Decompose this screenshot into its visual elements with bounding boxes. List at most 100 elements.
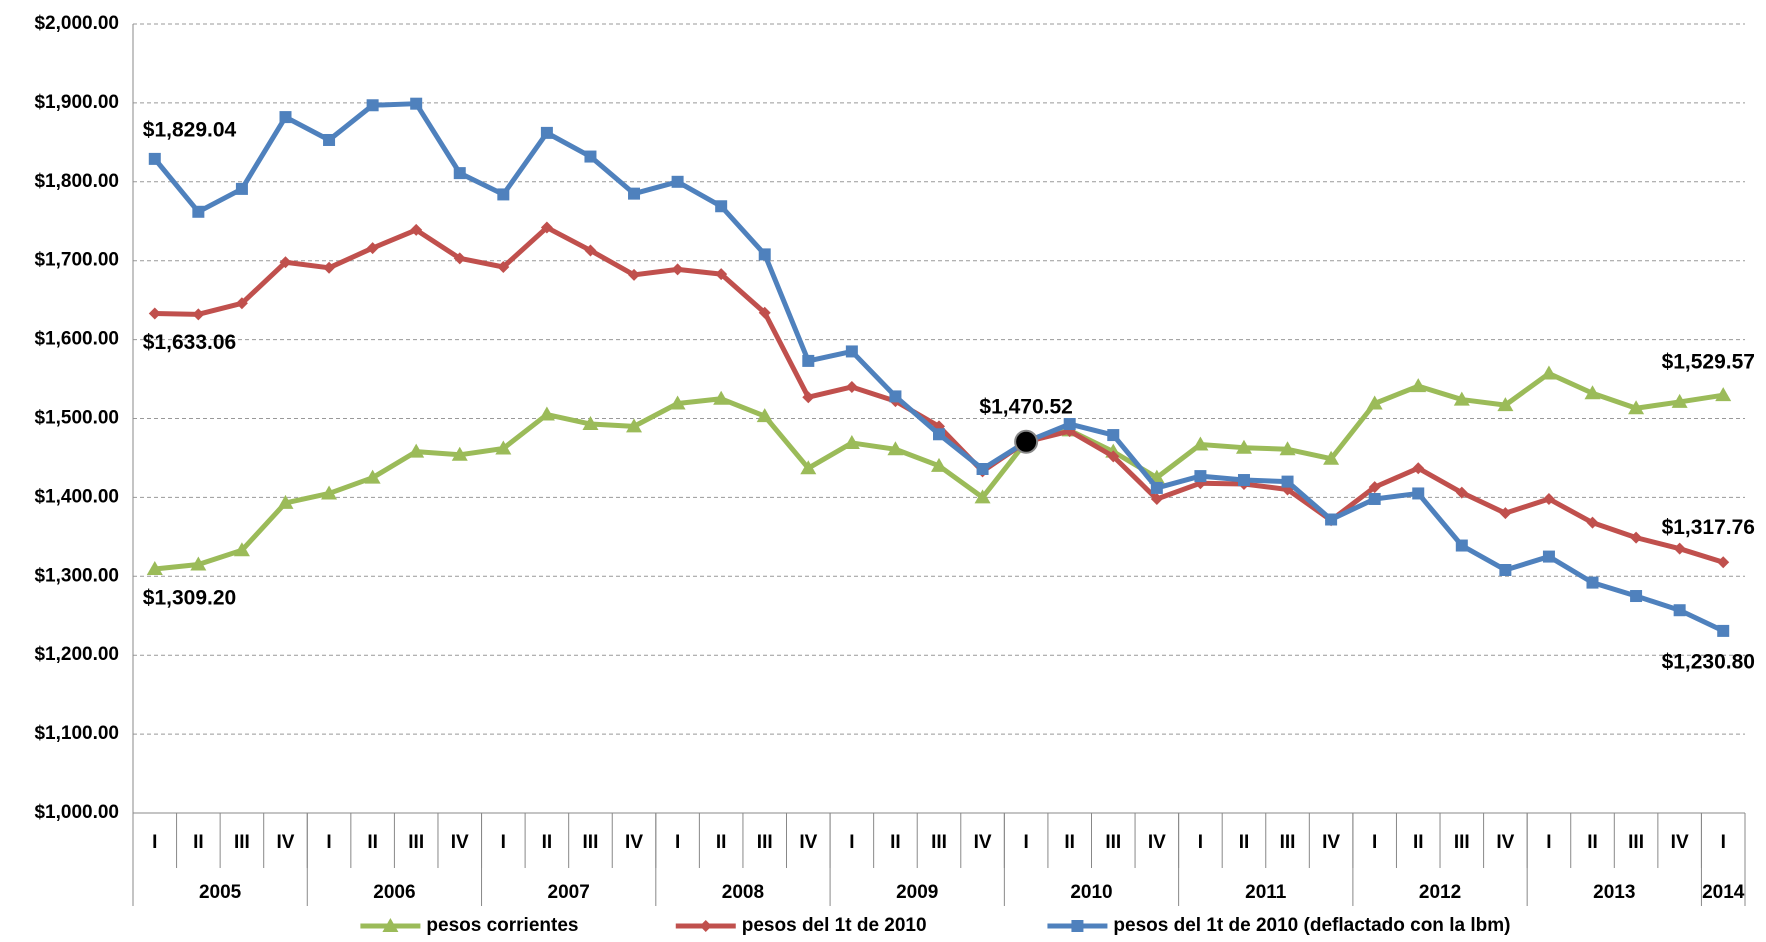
x-tick-label: II	[542, 832, 553, 853]
data-label: $1,317.76	[1662, 516, 1755, 539]
marker	[628, 187, 641, 200]
year-label: 2009	[896, 882, 938, 903]
x-tick-label: III	[234, 832, 250, 853]
x-tick-label: II	[890, 832, 901, 853]
x-tick-label: III	[583, 832, 599, 853]
x-tick-label: III	[1105, 832, 1121, 853]
x-tick-label: II	[1064, 832, 1075, 853]
data-label: $1,470.52	[979, 395, 1072, 418]
marker	[974, 489, 991, 504]
y-tick-label: $1,300.00	[34, 565, 119, 586]
marker	[146, 561, 163, 576]
marker	[584, 244, 597, 257]
marker	[233, 542, 250, 557]
marker	[540, 221, 553, 234]
marker	[669, 395, 686, 410]
year-label: 2005	[199, 882, 242, 903]
year-label: 2012	[1419, 882, 1461, 903]
y-tick-label: $1,700.00	[34, 250, 119, 271]
marker	[756, 408, 773, 423]
marker	[1323, 450, 1340, 465]
data-label: $1,633.06	[143, 331, 236, 354]
marker	[451, 446, 468, 461]
marker	[1281, 475, 1294, 488]
marker	[1497, 397, 1514, 412]
marker	[1192, 436, 1209, 451]
marker	[1453, 391, 1470, 406]
marker	[279, 111, 292, 124]
marker	[540, 126, 553, 139]
marker	[497, 261, 510, 274]
highlight-dot	[1014, 429, 1039, 454]
marker	[802, 354, 815, 367]
marker	[408, 443, 425, 458]
x-tick-label: IV	[1148, 832, 1166, 853]
marker	[1499, 563, 1512, 576]
x-tick-label: III	[1454, 832, 1470, 853]
marker	[671, 175, 684, 188]
marker	[192, 308, 205, 321]
marker	[1499, 507, 1512, 520]
marker	[1107, 450, 1120, 463]
x-tick-label: I	[1023, 832, 1028, 853]
marker	[366, 99, 379, 112]
marker	[538, 406, 555, 421]
marker	[323, 133, 336, 146]
marker	[889, 390, 902, 403]
x-tick-label: II	[716, 832, 727, 853]
series-line	[154, 225, 1724, 565]
x-tick-label: III	[757, 832, 773, 853]
marker	[1368, 481, 1381, 494]
x-tick-label: II	[1587, 832, 1598, 853]
x-tick-label: IV	[1671, 832, 1689, 853]
marker	[382, 918, 399, 932]
legend-label: pesos del 1t de 2010 (deflactado con la …	[1113, 915, 1510, 936]
y-tick-label: $1,100.00	[34, 723, 119, 744]
marker	[1194, 470, 1207, 483]
marker	[1542, 492, 1555, 505]
series-line	[152, 101, 1725, 634]
marker	[453, 167, 466, 180]
marker	[713, 390, 730, 405]
x-tick-label: II	[1239, 832, 1250, 853]
marker	[410, 97, 423, 110]
marker	[1586, 516, 1599, 529]
x-tick-label: III	[1628, 832, 1644, 853]
marker	[279, 256, 292, 269]
marker	[1715, 387, 1732, 402]
x-tick-label: IV	[1496, 832, 1514, 853]
marker	[800, 460, 817, 475]
marker	[1412, 462, 1425, 475]
marker	[1673, 542, 1686, 555]
year-label: 2011	[1245, 882, 1287, 903]
marker	[715, 268, 728, 281]
marker	[235, 182, 248, 195]
marker	[715, 200, 728, 213]
marker	[626, 418, 643, 433]
data-label: $1,230.80	[1662, 650, 1755, 673]
marker	[628, 268, 641, 281]
x-tick-label: I	[1546, 832, 1551, 853]
x-tick-label: I	[675, 832, 680, 853]
data-label: $1,829.04	[143, 118, 237, 141]
marker	[582, 416, 599, 431]
marker	[321, 485, 338, 500]
x-tick-label: II	[367, 832, 378, 853]
marker	[235, 297, 248, 310]
marker	[758, 248, 771, 261]
x-tick-label: II	[193, 832, 204, 853]
year-label: 2007	[548, 882, 590, 903]
marker	[933, 428, 945, 441]
marker	[671, 263, 684, 276]
y-tick-label: $2,000.00	[34, 13, 119, 34]
marker	[1279, 441, 1296, 456]
marker	[1628, 400, 1645, 415]
marker	[845, 380, 858, 393]
marker	[1542, 550, 1555, 563]
x-tick-label: IV	[277, 832, 295, 853]
year-label: 2006	[373, 882, 415, 903]
marker	[699, 920, 712, 932]
y-tick-label: $1,500.00	[34, 408, 119, 429]
x-tick-label: IV	[799, 832, 817, 853]
